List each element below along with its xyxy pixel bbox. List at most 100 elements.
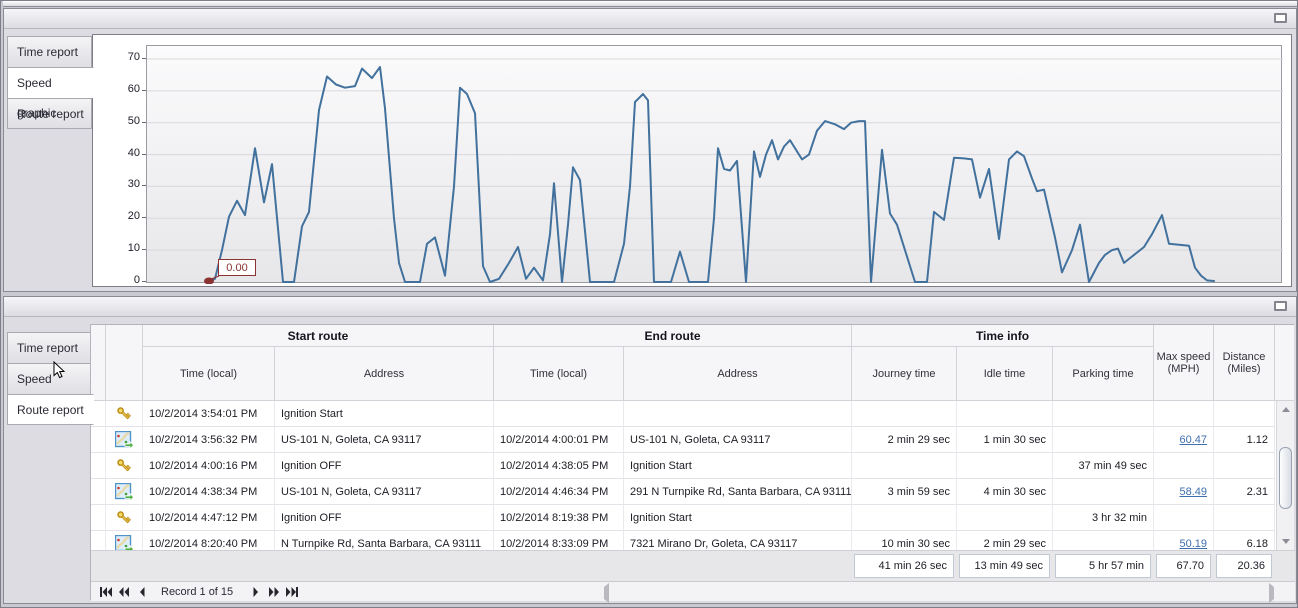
cell-parking-time: 37 min 49 sec: [1053, 453, 1154, 479]
cell-distance: [1214, 505, 1275, 531]
collapsed-splitter[interactable]: [3, 1, 1297, 7]
cell-journey-time: [852, 505, 957, 531]
column-header-start-address[interactable]: Address: [275, 347, 494, 401]
table-row[interactable]: 10/2/2014 3:54:01 PM Ignition Start: [91, 401, 1275, 427]
tab-route-report[interactable]: Route report: [7, 98, 92, 129]
y-axis-tick-label: 20: [127, 210, 140, 223]
next-record-button[interactable]: [247, 584, 265, 600]
top-panel-body: Time report Speed graphic Route report S…: [4, 30, 1296, 291]
row-indicator-cell: [91, 453, 106, 479]
top-tabstrip: Time report Speed graphic Route report: [7, 36, 94, 129]
cell-parking-time: [1053, 531, 1154, 550]
header-icon-column: [106, 325, 143, 401]
cell-max-speed: 58.49: [1154, 479, 1214, 505]
y-axis-tick-mark: [142, 89, 147, 91]
cell-max-speed: 60.47: [1154, 427, 1214, 453]
cell-start-time: 10/2/2014 4:00:16 PM: [143, 453, 275, 479]
row-type-icon-cell: [106, 427, 143, 453]
vertical-scrollbar[interactable]: [1276, 401, 1294, 550]
top-panel-header: [4, 9, 1296, 29]
cell-max-speed: [1154, 453, 1214, 479]
column-header-max-speed[interactable]: Max speed (MPH): [1154, 325, 1214, 401]
cell-parking-time: 3 hr 32 min: [1053, 505, 1154, 531]
cell-start-time: 10/2/2014 3:56:32 PM: [143, 427, 275, 453]
last-record-button[interactable]: [283, 584, 301, 600]
grid-header-corner: [1275, 325, 1294, 401]
column-header-end-time[interactable]: Time (local): [494, 347, 624, 401]
row-type-icon-cell: [106, 453, 143, 479]
column-header-parking-time[interactable]: Parking time: [1053, 347, 1154, 401]
header-indicator-column: [91, 325, 106, 401]
cell-idle-time: 1 min 30 sec: [957, 427, 1053, 453]
table-row[interactable]: 10/2/2014 8:20:40 PM N Turnpike Rd, Sant…: [91, 531, 1275, 550]
column-header-journey-time[interactable]: Journey time: [852, 347, 957, 401]
cell-parking-time: [1053, 427, 1154, 453]
row-indicator-cell: [91, 531, 106, 550]
summary-idle-time: 13 min 49 sec: [959, 554, 1050, 578]
scroll-down-button[interactable]: [1277, 533, 1295, 550]
y-axis-tick-label: 40: [127, 146, 140, 159]
previous-page-button[interactable]: [115, 584, 133, 600]
tab-time-report[interactable]: Time report: [7, 36, 92, 67]
table-row[interactable]: 10/2/2014 4:00:16 PM Ignition OFF 10/2/2…: [91, 453, 1275, 479]
max-speed-link[interactable]: 50.19: [1179, 537, 1207, 550]
y-axis-tick-mark: [142, 58, 147, 59]
cell-end-time: [494, 401, 624, 427]
cell-end-time: 10/2/2014 4:38:05 PM: [494, 453, 624, 479]
y-axis-tick-label: 0: [133, 274, 140, 286]
table-row[interactable]: 10/2/2014 3:56:32 PM US-101 N, Goleta, C…: [91, 427, 1275, 453]
first-record-button[interactable]: [97, 584, 115, 600]
triangle-down-icon: [1282, 539, 1290, 544]
cell-idle-time: 4 min 30 sec: [957, 479, 1053, 505]
tab-time-report[interactable]: Time report: [7, 332, 92, 363]
group-header-start-route[interactable]: Start route: [143, 325, 494, 347]
collapse-panel-icon[interactable]: [1274, 301, 1287, 311]
cell-end-address: Ignition Start: [624, 453, 852, 479]
collapse-panel-icon[interactable]: [1274, 13, 1287, 23]
row-indicator-cell: [91, 505, 106, 531]
cell-idle-time: [957, 505, 1053, 531]
next-page-button[interactable]: [265, 584, 283, 600]
column-header-distance[interactable]: Distance (Miles): [1214, 325, 1275, 401]
cell-start-time: 10/2/2014 8:20:40 PM: [143, 531, 275, 550]
cell-start-address: Ignition Start: [275, 401, 494, 427]
group-header-end-route[interactable]: End route: [494, 325, 852, 347]
tab-route-report[interactable]: Route report: [7, 394, 94, 425]
row-type-icon-cell: [106, 401, 143, 427]
bottom-panel-header: [4, 297, 1296, 317]
table-row[interactable]: 10/2/2014 4:47:12 PM Ignition OFF 10/2/2…: [91, 505, 1275, 531]
cell-start-address: Ignition OFF: [275, 505, 494, 531]
cell-distance: [1214, 401, 1275, 427]
row-indicator-cell: [91, 401, 106, 427]
previous-record-button[interactable]: [133, 584, 151, 600]
scroll-up-button[interactable]: [1277, 401, 1295, 418]
group-header-time-info[interactable]: Time info: [852, 325, 1154, 347]
grid-header: Start route End route Time info Max spee…: [91, 325, 1275, 401]
column-header-start-time[interactable]: Time (local): [143, 347, 275, 401]
cell-end-address: [624, 401, 852, 427]
column-header-end-address[interactable]: Address: [624, 347, 852, 401]
column-header-idle-time[interactable]: Idle time: [957, 347, 1053, 401]
tab-speed-graphic[interactable]: Speed graphic: [7, 67, 94, 120]
bottom-panel-body: Time report Speed graphic Route report S…: [4, 318, 1296, 603]
hscroll-left-arrow[interactable]: [604, 583, 609, 603]
route-report-panel: Time report Speed graphic Route report S…: [3, 296, 1297, 604]
cell-end-time: 10/2/2014 8:33:09 PM: [494, 531, 624, 550]
cell-parking-time: [1053, 401, 1154, 427]
cell-distance: [1214, 453, 1275, 479]
record-pager: Record 1 of 15: [91, 581, 1295, 603]
cell-end-address: US-101 N, Goleta, CA 93117: [624, 427, 852, 453]
max-speed-link[interactable]: 60.47: [1179, 433, 1207, 446]
y-axis-tick-label: 30: [127, 178, 140, 191]
hscroll-right-arrow[interactable]: [1269, 583, 1274, 603]
key-icon: [117, 510, 131, 523]
route-icon: [114, 430, 134, 449]
cell-start-time: 10/2/2014 4:47:12 PM: [143, 505, 275, 531]
tab-speed-graphic[interactable]: Speed graphic: [7, 363, 92, 416]
scrollbar-thumb[interactable]: [1279, 447, 1292, 509]
max-speed-link[interactable]: 58.49: [1179, 485, 1207, 498]
table-row[interactable]: 10/2/2014 4:38:34 PM US-101 N, Goleta, C…: [91, 479, 1275, 505]
row-type-icon-cell: [106, 505, 143, 531]
